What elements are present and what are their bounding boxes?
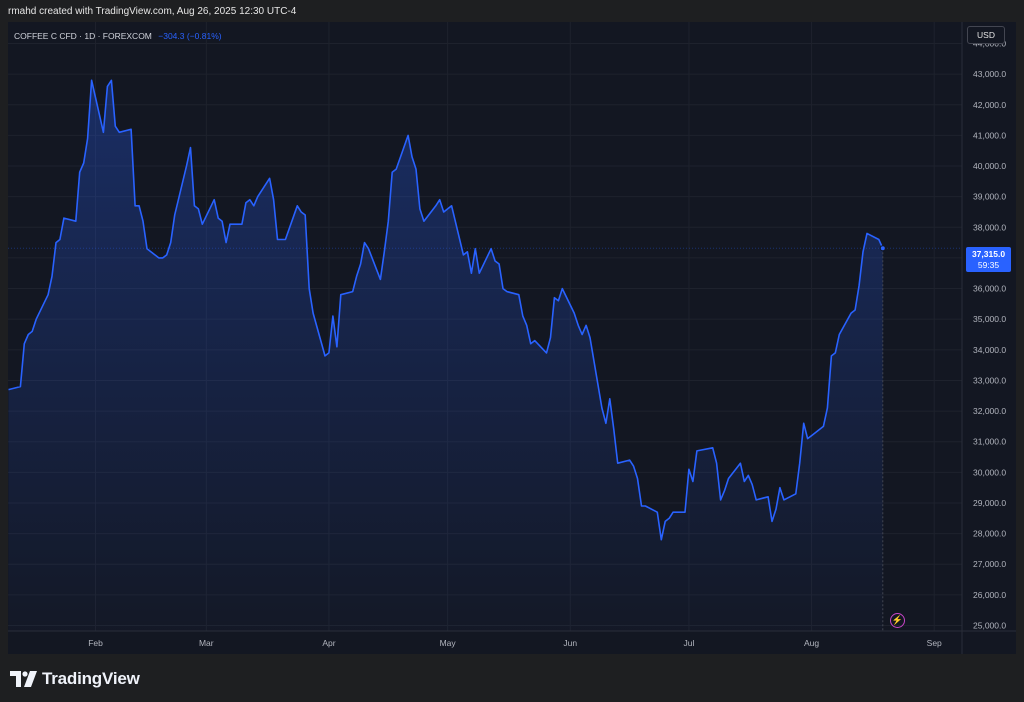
x-tick-label: Feb [88, 638, 103, 648]
bar-countdown: 59:35 [977, 260, 1000, 270]
x-tick-label: Sep [927, 638, 942, 648]
brand-name: TradingView [42, 669, 140, 688]
lightning-icon[interactable]: ⚡ [890, 613, 905, 628]
chart-credit: rmahd created with TradingView.com, Aug … [8, 6, 297, 17]
y-tick-label: 30,000.0 [973, 467, 1006, 477]
x-tick-label: Aug [804, 638, 819, 648]
last-price-marker [879, 245, 886, 252]
y-tick-label: 28,000.0 [973, 529, 1006, 539]
last-price-label: 37,315.0 59:35 [966, 247, 1011, 272]
y-tick-label: 29,000.0 [973, 498, 1006, 508]
last-price-value: 37,315.0 [971, 249, 1006, 259]
y-tick-label: 39,000.0 [973, 192, 1006, 202]
header-bar: rmahd created with TradingView.com, Aug … [0, 0, 1024, 22]
y-tick-label: 38,000.0 [973, 222, 1006, 232]
x-tick-label: Apr [322, 638, 335, 648]
symbol-legend[interactable]: COFFEE C CFD · 1D · FOREXCOM −304.3 (−0.… [14, 31, 222, 41]
y-tick-label: 41,000.0 [973, 130, 1006, 140]
x-tick-label: Jun [563, 638, 577, 648]
y-tick-label: 26,000.0 [973, 590, 1006, 600]
y-tick-label: 43,000.0 [973, 69, 1006, 79]
tradingview-logo-icon [10, 671, 37, 687]
x-tick-label: May [440, 638, 457, 648]
x-tick-label: Mar [199, 638, 214, 648]
y-tick-label: 40,000.0 [973, 161, 1006, 171]
y-tick-label: 34,000.0 [973, 345, 1006, 355]
y-tick-label: 35,000.0 [973, 314, 1006, 324]
chart-panel[interactable]: 25,000.0 26,000.0 27,000.0 28,000.0 29,000.0… [8, 22, 1016, 654]
y-tick-label: 31,000.0 [973, 437, 1006, 447]
y-tick-label: 27,000.0 [973, 559, 1006, 569]
y-tick-label: 42,000.0 [973, 100, 1006, 110]
brand-logo: TradingView [10, 668, 140, 690]
price-line [8, 79, 884, 541]
y-tick-label: 36,000.0 [973, 284, 1006, 294]
x-tick-label: Jul [684, 638, 695, 648]
y-tick-label: 25,000.0 [973, 621, 1006, 631]
currency-button[interactable]: USD [967, 26, 1005, 44]
y-tick-label: 32,000.0 [973, 406, 1006, 416]
symbol-info: COFFEE C CFD · 1D · FOREXCOM [14, 31, 152, 41]
price-chart[interactable]: 25,000.0 26,000.0 27,000.0 28,000.0 29,000.0… [8, 22, 1016, 654]
price-change: −304.3 (−0.81%) [158, 31, 222, 41]
y-tick-label: 33,000.0 [973, 375, 1006, 385]
area-fill [8, 80, 883, 632]
